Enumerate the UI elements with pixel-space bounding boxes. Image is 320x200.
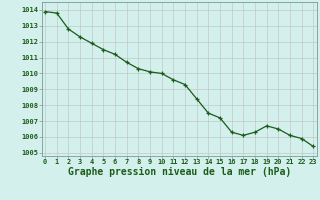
X-axis label: Graphe pression niveau de la mer (hPa): Graphe pression niveau de la mer (hPa) <box>68 167 291 177</box>
